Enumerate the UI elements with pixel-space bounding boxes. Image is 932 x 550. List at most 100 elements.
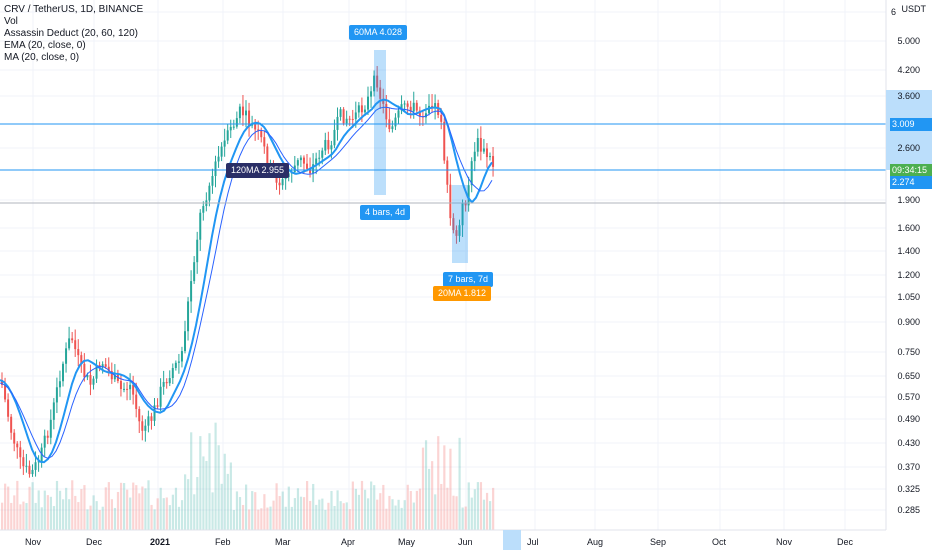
volume-bar <box>339 501 342 530</box>
volume-bar <box>196 477 199 530</box>
time-tick-label: Aug <box>587 537 604 547</box>
time-tick-label: Jun <box>458 537 473 547</box>
volume-bar <box>208 433 211 530</box>
candle-body <box>80 355 83 364</box>
volume-bar <box>348 509 351 530</box>
candle-body <box>49 419 52 438</box>
volume-bar <box>470 497 473 530</box>
price-tick-label: 1.400 <box>897 246 920 256</box>
candle-body <box>254 123 257 130</box>
price-tick-label: 0.285 <box>897 505 920 515</box>
candle-body <box>162 381 165 387</box>
legend-vol[interactable]: Vol <box>4 16 18 27</box>
ma120-annotation[interactable]: 120MA 2.955 <box>226 163 290 178</box>
volume-bar <box>116 491 120 530</box>
candle-body <box>403 103 406 105</box>
volume-bar <box>217 445 220 530</box>
volume-bar <box>22 501 25 530</box>
bars7-annotation[interactable]: 7 bars, 7d <box>443 272 494 287</box>
volume-bar <box>19 504 22 530</box>
volume-bar <box>71 480 74 530</box>
ma60-annotation[interactable]: 60MA 4.028 <box>349 25 408 40</box>
volume-bar <box>214 422 217 530</box>
volume-bar <box>306 481 309 530</box>
volume-bar <box>141 486 144 530</box>
volume-bar <box>418 488 422 530</box>
candle-body <box>25 465 28 467</box>
bar-range-box <box>374 50 386 195</box>
volume-bar <box>16 480 19 530</box>
ma20-annotation[interactable]: 20MA 1.812 <box>433 286 492 301</box>
price-tick-label: 0.650 <box>897 371 920 381</box>
candle-body <box>156 405 159 407</box>
legend-assassin[interactable]: Assassin Deduct (20, 60, 120) <box>4 28 138 39</box>
candle-body <box>327 139 330 150</box>
upper-line-badge: 3.009 <box>890 118 932 131</box>
candle-body <box>141 421 144 431</box>
candle-body <box>443 121 446 161</box>
legend-ma[interactable]: MA (20, close, 0) <box>4 52 80 63</box>
time-tick-label: Mar <box>275 537 291 547</box>
candle-body <box>37 461 40 463</box>
candle-body <box>19 447 22 458</box>
candle-body <box>245 110 247 116</box>
candle-body <box>226 130 229 141</box>
candle-body <box>138 409 141 422</box>
candle-body <box>281 179 284 186</box>
volume-bar <box>77 502 80 530</box>
price-tick-label: 1.600 <box>897 223 920 233</box>
volume-bar <box>473 489 476 530</box>
volume-bar <box>492 487 495 530</box>
candle-body <box>171 367 174 379</box>
volume-bar <box>458 437 461 530</box>
candle-body <box>299 157 302 161</box>
volume-bar <box>415 490 418 530</box>
candle-body <box>180 351 183 362</box>
volume-bar <box>367 498 370 530</box>
candle-body <box>470 161 473 186</box>
candle-body <box>278 182 281 186</box>
candle-body <box>418 110 421 117</box>
volume-bar <box>153 509 156 530</box>
volume-bar <box>147 480 150 530</box>
candle-body <box>363 109 366 113</box>
candle-body <box>455 230 458 236</box>
legend-symbol[interactable]: CRV / TetherUS, 1D, BINANCE <box>4 4 144 15</box>
candle-body <box>473 151 476 162</box>
candle-body <box>1 380 3 385</box>
volume-bar <box>397 499 400 530</box>
volume-bar <box>260 508 263 530</box>
volume-bar <box>107 482 110 530</box>
candle-body <box>34 462 37 470</box>
volume-bar <box>13 495 16 530</box>
time-tick-label: Sep <box>650 537 667 547</box>
candle-body <box>330 145 333 150</box>
time-tick-label: Dec <box>837 537 854 547</box>
candle-body <box>248 110 251 126</box>
bars4-annotation[interactable]: 4 bars, 4d <box>360 205 411 220</box>
price-tick-label: 0.325 <box>897 484 920 494</box>
candle-body <box>412 102 415 112</box>
candle-body <box>129 384 132 390</box>
candle-body <box>367 96 369 110</box>
volume-bar <box>129 497 132 530</box>
volume-bar <box>382 484 385 530</box>
volume-bar <box>187 479 190 530</box>
volume-bar <box>461 507 464 530</box>
legend-ema[interactable]: EMA (20, close, 0) <box>4 40 86 51</box>
time-tick-label: May <box>398 537 416 547</box>
volume-bar <box>440 483 443 530</box>
price-tick-label: 1.900 <box>897 195 920 205</box>
volume-bar <box>101 506 104 530</box>
volume-bar <box>437 436 440 530</box>
volume-bar <box>296 488 300 530</box>
volume-bar <box>74 495 77 530</box>
candle-body <box>379 87 382 99</box>
price-tick-label: 5.000 <box>897 36 920 46</box>
volume-bar <box>132 482 135 530</box>
candle-body <box>177 361 180 363</box>
volume-bar <box>318 499 321 530</box>
candle-body <box>153 405 156 421</box>
price-tick-label: 1.200 <box>897 270 920 280</box>
